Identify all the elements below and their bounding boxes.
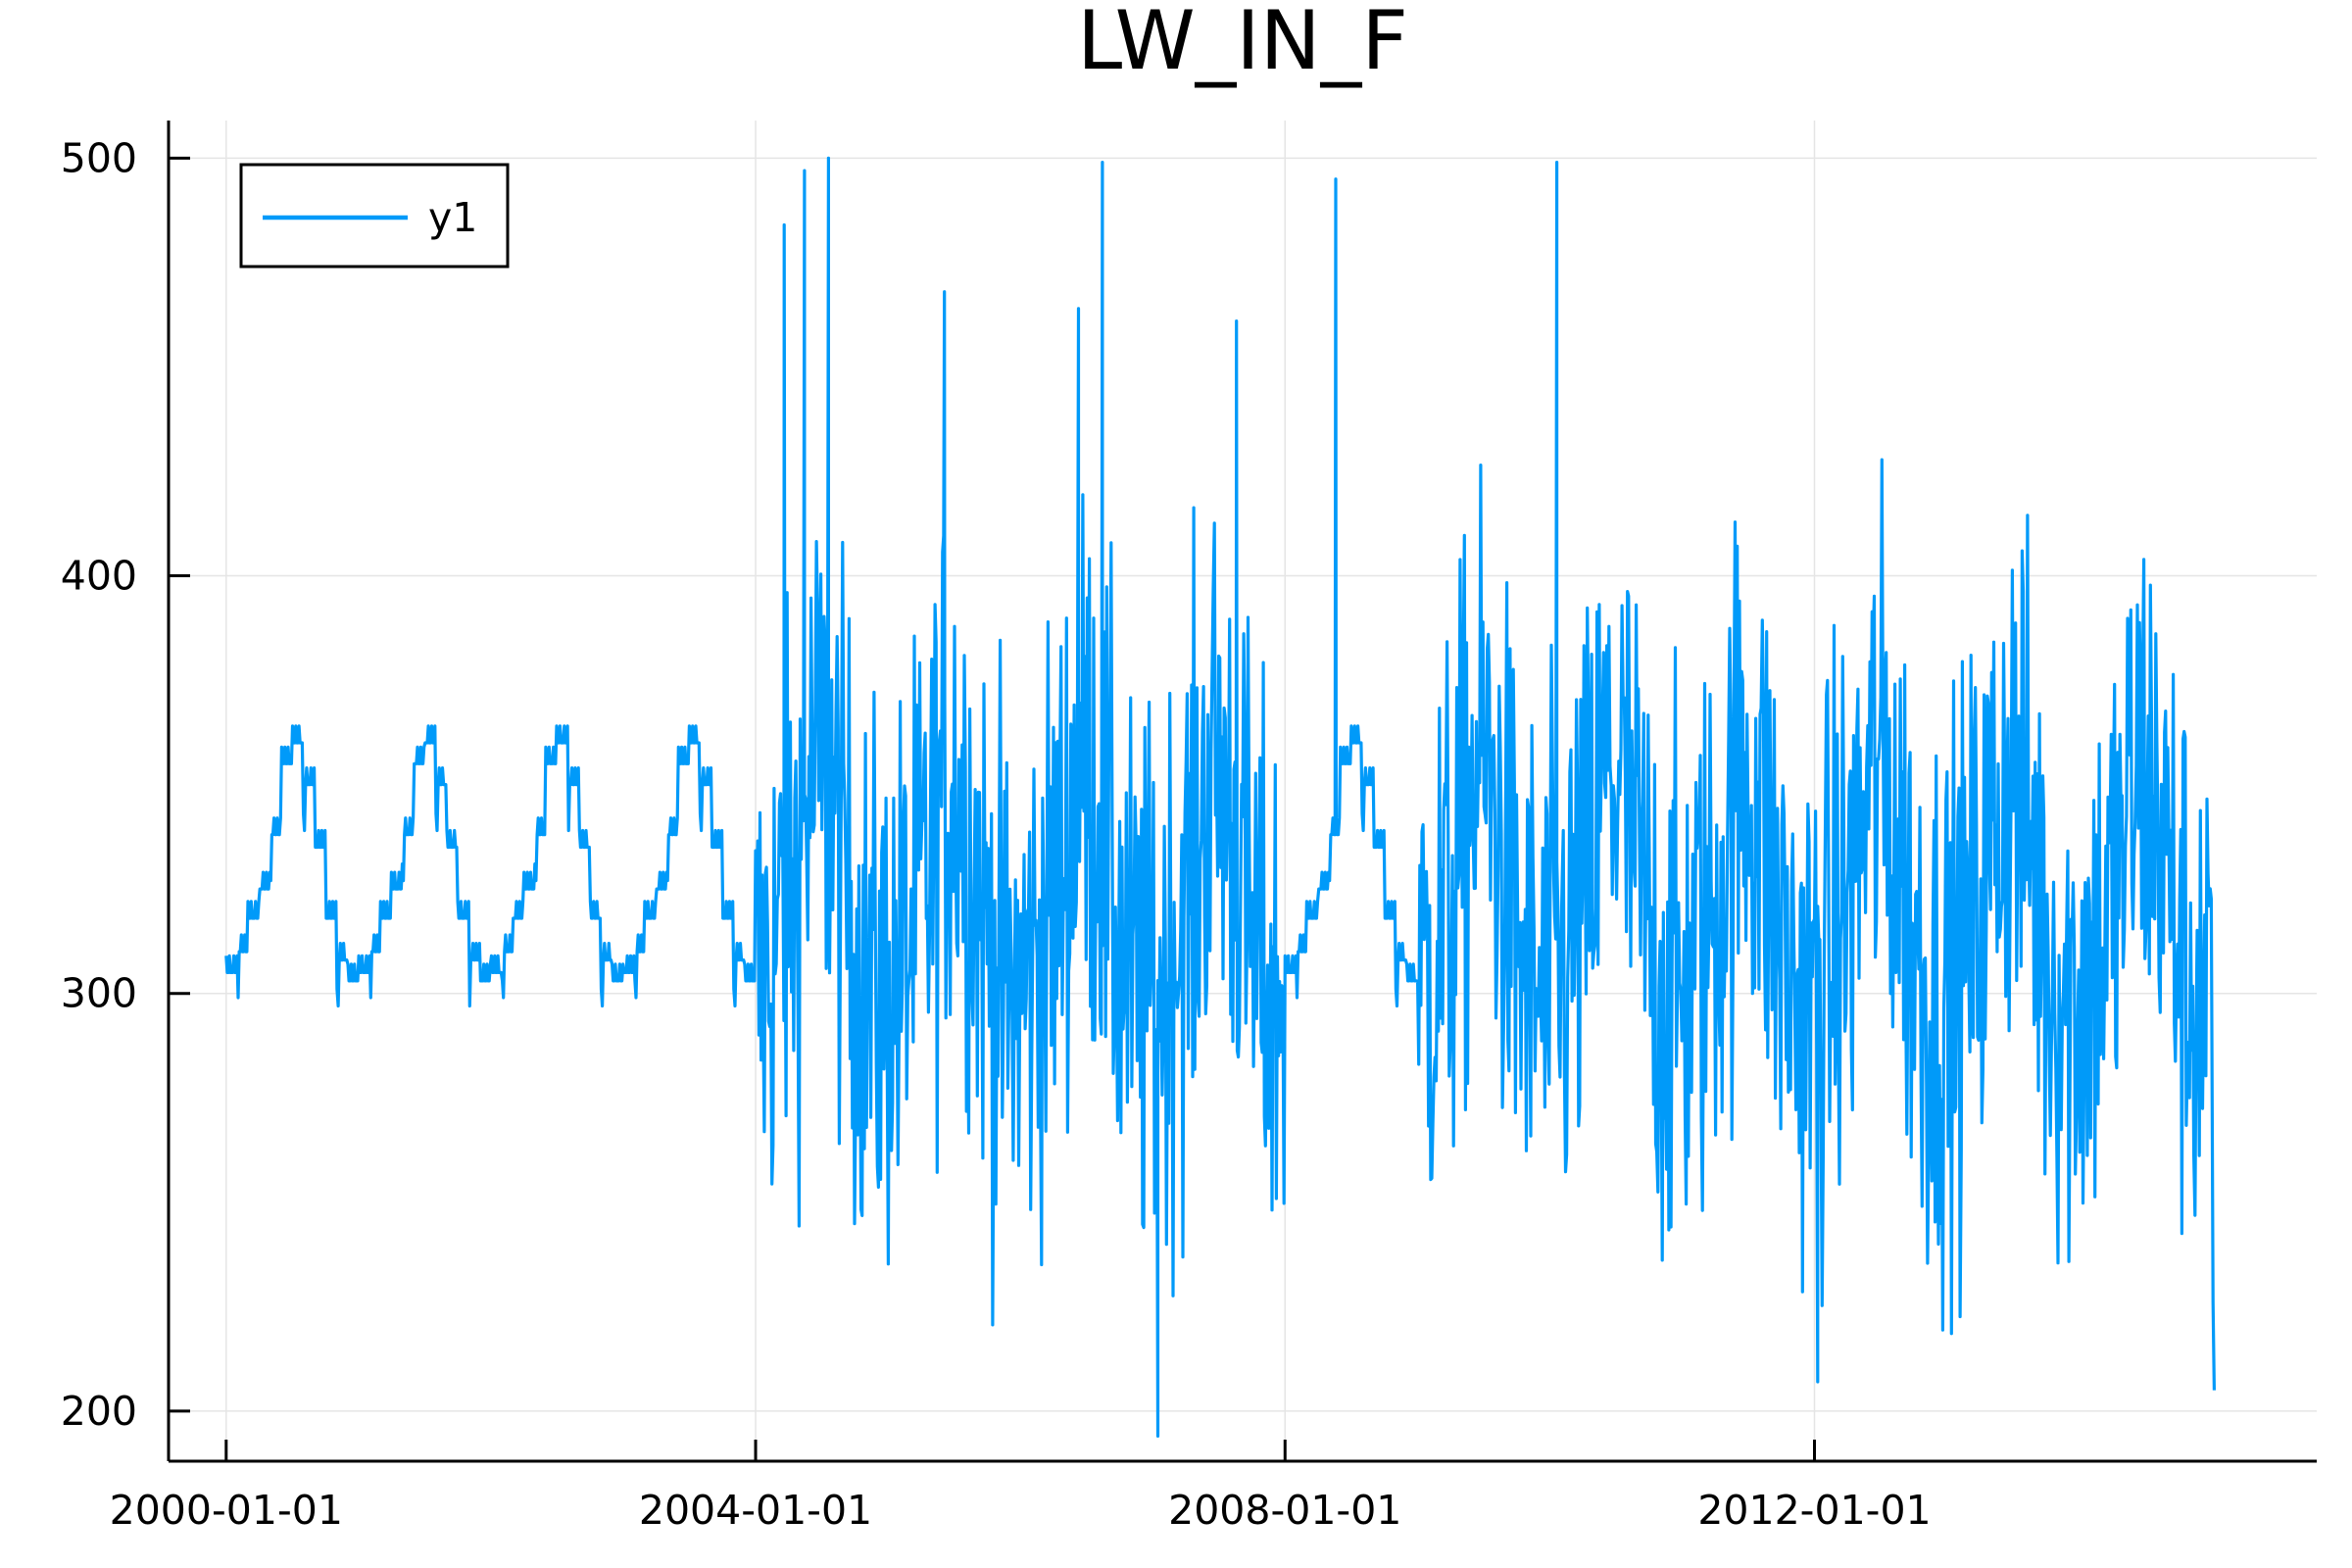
series-layer [224,156,2216,1438]
y-tick-label: 500 [61,134,137,181]
y-tick-label: 300 [61,970,137,1017]
series-line-y1 [224,156,2216,1438]
chart-title: LW_IN_F [1077,0,1408,88]
y-tick-label: 400 [61,553,137,600]
x-tick-label: 2000-01-01 [110,1487,343,1534]
x-tick-label: 2004-01-01 [639,1487,872,1534]
grid-lines [169,121,2317,1461]
y-tick-label: 200 [61,1388,137,1435]
legend: y1 [239,163,510,269]
legend-label-y1: y1 [428,194,477,241]
ticks: 200 300 400 500 2000-01-01 2004-01-01 2008-01-… [61,134,1932,1534]
x-tick-label: 2008-01-01 [1168,1487,1401,1534]
axes [167,121,2317,1463]
x-tick-label: 2012-01-01 [1697,1487,1931,1534]
